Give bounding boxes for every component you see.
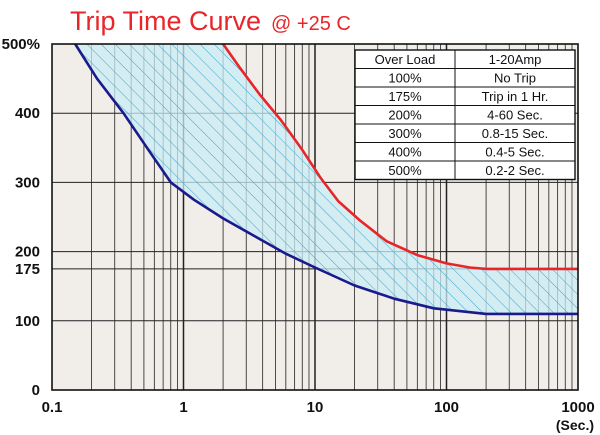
table-cell: 0.2-2 Sec.	[485, 163, 544, 178]
chart-title-text: Trip Time Curve	[70, 6, 262, 36]
table-cell: 0.8-15 Sec.	[482, 126, 549, 141]
y-tick-label: 175	[15, 261, 40, 278]
table-cell: 0.4-5 Sec.	[485, 144, 544, 159]
x-unit-label: (Sec.)	[556, 417, 594, 433]
trip-band-hatch	[75, 44, 578, 314]
y-tick-label: 0	[32, 382, 40, 399]
table-cell: 175%	[388, 89, 422, 104]
plot-frame	[51, 43, 579, 391]
x-tick-label: 0.1	[42, 399, 63, 416]
x-tick-label: 100	[434, 399, 459, 416]
table-header-cell: Over Load	[375, 52, 436, 67]
table-cell: 200%	[388, 107, 422, 122]
x-tick-label: 1000	[561, 399, 594, 416]
x-tick-label: 1	[179, 399, 187, 416]
chart-subtitle: @ +25 C	[271, 13, 351, 35]
table-cell: 400%	[388, 144, 422, 159]
chart-title: Trip Time Curve @ +25 C	[70, 6, 351, 37]
y-tick-label: 100	[15, 313, 40, 330]
table-cell: 4-60 Sec.	[487, 107, 543, 122]
x-tick-label: 10	[307, 399, 324, 416]
table-header-cell: 1-20Amp	[489, 52, 542, 67]
y-tick-label: 300	[15, 174, 40, 191]
y-tick-label: 500%	[2, 36, 40, 53]
table-cell: No Trip	[494, 70, 536, 85]
table-cell: 300%	[388, 126, 422, 141]
table-cell: 500%	[388, 163, 422, 178]
y-tick-label: 200	[15, 244, 40, 261]
y-tick-label: 400	[15, 105, 40, 122]
data-table	[354, 49, 576, 181]
max-trip-curve	[222, 43, 578, 271]
table-cell: Trip in 1 Hr.	[482, 89, 549, 104]
table-cell: 100%	[388, 70, 422, 85]
min-trip-curve	[74, 43, 578, 316]
